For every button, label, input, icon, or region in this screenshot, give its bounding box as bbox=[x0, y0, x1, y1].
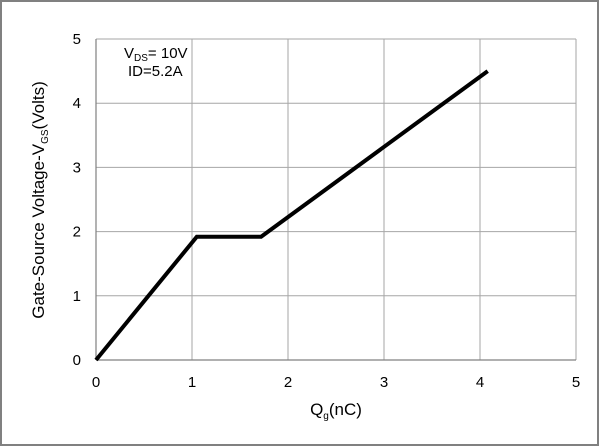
annotation-id: ID=5.2A bbox=[128, 63, 183, 80]
y-tick-label: 0 bbox=[73, 352, 81, 369]
axes bbox=[95, 39, 576, 361]
grid bbox=[96, 38, 577, 360]
y-axis-title: Gate-Source Voltage-VGS(Volts) bbox=[29, 81, 51, 318]
x-tick-label: 2 bbox=[284, 374, 292, 391]
x-tick-label: 0 bbox=[92, 374, 100, 391]
y-tick-label: 2 bbox=[73, 224, 81, 241]
x-tick-label: 3 bbox=[380, 374, 388, 391]
plot-area bbox=[96, 39, 576, 360]
tick-labels: 0 1 2 3 4 5 0 1 2 3 4 5 bbox=[73, 31, 581, 391]
series-line bbox=[94, 69, 489, 362]
x-tick-label: 4 bbox=[476, 374, 484, 391]
y-tick-label: 4 bbox=[73, 95, 81, 112]
x-tick-label: 5 bbox=[572, 374, 580, 391]
y-tick-label: 1 bbox=[73, 288, 81, 305]
y-tick-label: 5 bbox=[73, 31, 81, 48]
series-group bbox=[94, 69, 489, 362]
x-tick-label: 1 bbox=[188, 374, 196, 391]
x-axis-title: Qg(nC) bbox=[310, 400, 362, 422]
annotation-vds: VDS= 10V bbox=[124, 45, 188, 64]
y-tick-label: 3 bbox=[73, 159, 81, 176]
